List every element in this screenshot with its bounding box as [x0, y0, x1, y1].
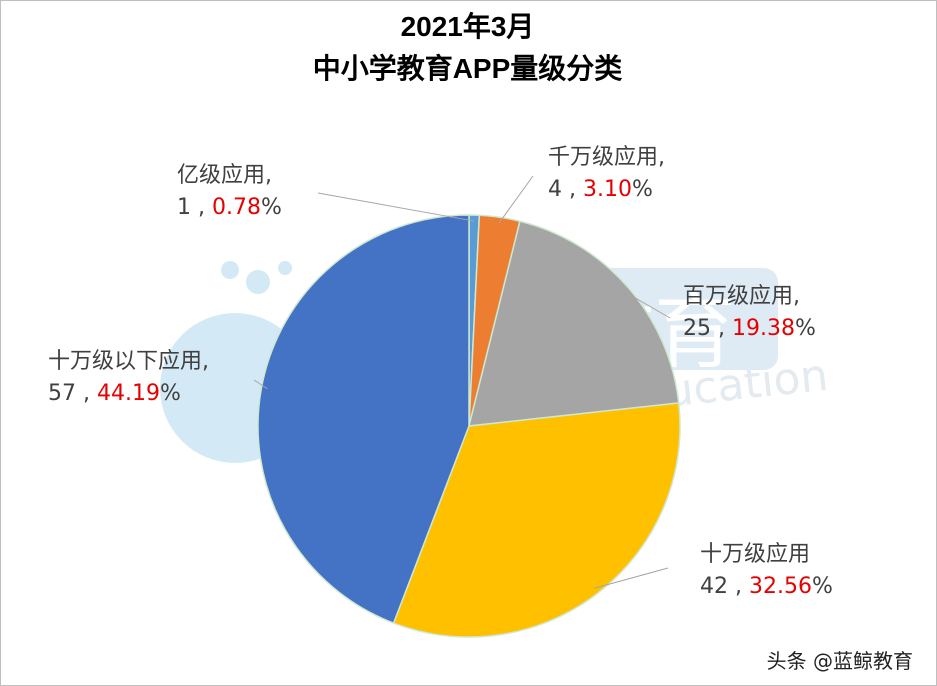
pie-label-value-qianwan: 4 , 3.10%: [548, 177, 653, 202]
watermark-logo-bubble: [278, 261, 292, 275]
pie-label-count-baiwan: 25 ,: [683, 316, 732, 341]
pie-label-pct-baiwan: 19.38: [732, 316, 795, 341]
pie-label-value-shiwan: 42 , 32.56%: [700, 574, 833, 599]
chart-title-line1: 2021年3月: [400, 11, 535, 42]
leader-line-qianwan: [498, 175, 534, 224]
credit-text: 头条 @蓝鲸教育: [766, 649, 913, 673]
chart-title-line2: 中小学教育APP量级分类: [312, 53, 623, 84]
pie-label-pct-sign-qianwan: %: [632, 177, 653, 202]
pie-label-name-baiwan: 百万级应用,: [683, 284, 800, 309]
pie-label-pct-sign-yi: %: [261, 195, 282, 220]
pie-label-count-yi: 1 ,: [177, 195, 212, 220]
pie-label-name-shiwan-below: 十万级以下应用,: [48, 349, 209, 374]
pie-label-value-baiwan: 25 , 19.38%: [683, 316, 816, 341]
pie-label-count-shiwan-below: 57 ,: [48, 381, 97, 406]
pie-label-name-yi: 亿级应用,: [177, 163, 272, 188]
pie-slices: [257, 214, 681, 638]
pie-labels: 亿级应用, 1 , 0.78% 千万级应用, 4 , 3.10% 百万级应用, 25 , …: [48, 145, 833, 599]
pie-label-value-shiwan-below: 57 , 44.19%: [48, 381, 181, 406]
leader-lines: [253, 175, 671, 589]
chart-title: 2021年3月 中小学教育APP量级分类: [0, 6, 935, 90]
pie-slice-baiwan: [468, 220, 680, 427]
watermark-logo-bubble: [221, 261, 239, 279]
pie-label-name-shiwan: 十万级应用: [700, 542, 810, 567]
pie-label-count-qianwan: 4 ,: [548, 177, 583, 202]
leader-line-baiwan: [623, 290, 671, 319]
watermark-logo-bubble: [246, 270, 270, 294]
leader-line-shiwan: [594, 567, 669, 589]
pie-label-pct-shiwan: 32.56: [749, 574, 812, 599]
pie-label-pct-sign-shiwan: %: [812, 574, 833, 599]
leader-line-yi: [317, 192, 475, 222]
pie-slice-shiwan: [392, 402, 681, 638]
pie-label-value-yi: 1 , 0.78%: [177, 195, 282, 220]
pie-label-pct-sign-baiwan: %: [795, 316, 816, 341]
pie-label-pct-sign-shiwan-below: %: [160, 381, 181, 406]
pie-label-pct-qianwan: 3.10: [583, 177, 632, 202]
pie-label-pct-shiwan-below: 44.19: [97, 381, 160, 406]
pie-label-count-shiwan: 42 ,: [700, 574, 749, 599]
pie-label-pct-yi: 0.78: [212, 195, 261, 220]
pie-slice-shiwan-below: [257, 214, 470, 625]
leader-line-shiwan-below: [253, 379, 268, 390]
pie-label-name-qianwan: 千万级应用,: [548, 145, 665, 170]
